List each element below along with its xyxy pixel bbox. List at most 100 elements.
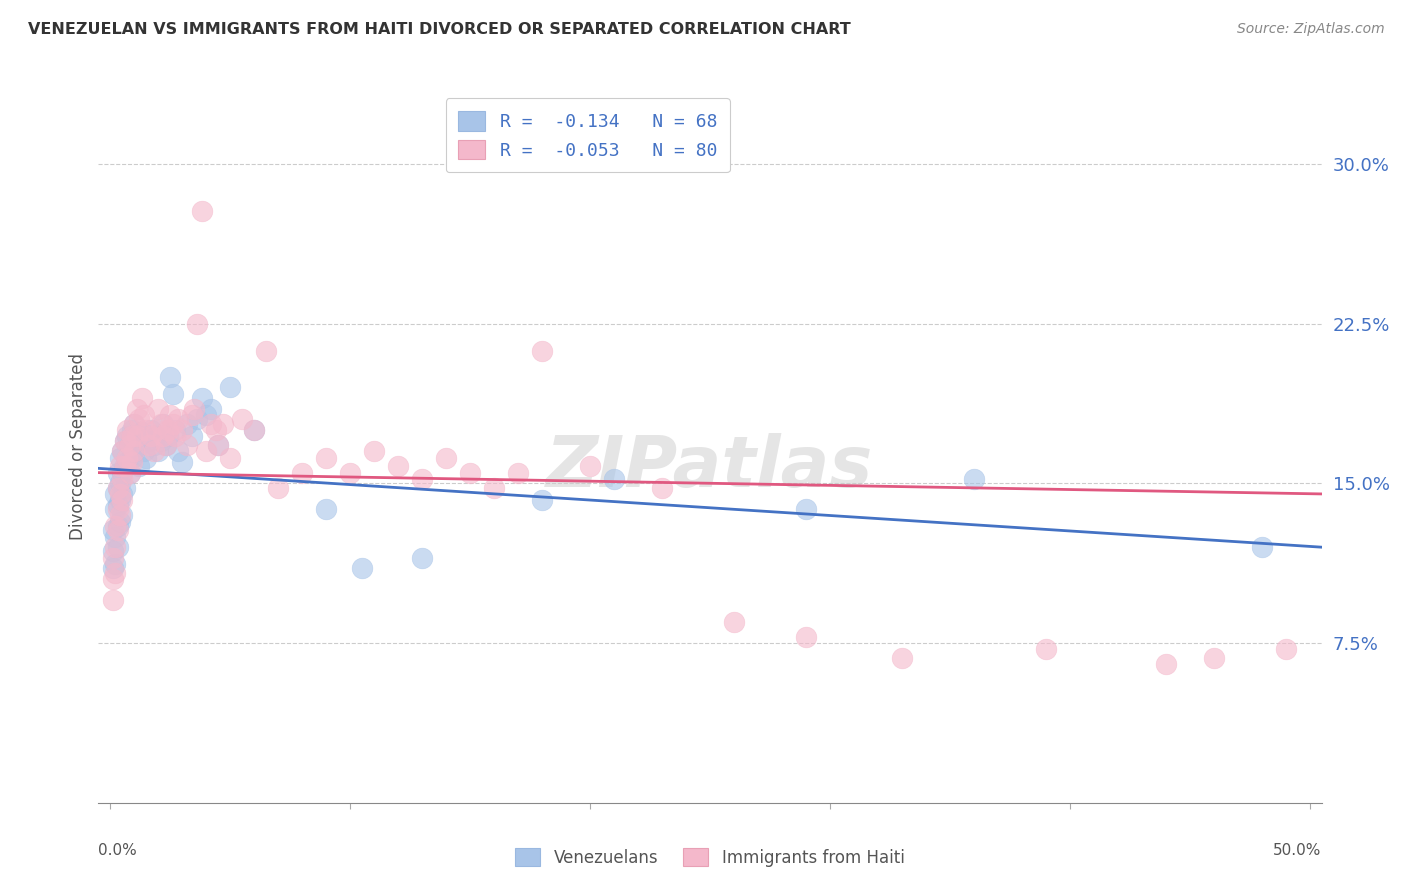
- Point: [104, 487, 127, 501]
- Point: [118, 438, 141, 452]
- Point: [104, 566, 127, 580]
- Point: [352, 561, 374, 575]
- Point: [149, 417, 172, 431]
- Point: [176, 417, 198, 431]
- Text: VENEZUELAN VS IMMIGRANTS FROM HAITI DIVORCED OR SEPARATED CORRELATION CHART: VENEZUELAN VS IMMIGRANTS FROM HAITI DIVO…: [28, 22, 851, 37]
- Point: [155, 438, 177, 452]
- Point: [101, 593, 124, 607]
- Point: [166, 412, 188, 426]
- Point: [111, 444, 134, 458]
- Point: [121, 455, 143, 469]
- Point: [131, 391, 153, 405]
- Point: [104, 519, 127, 533]
- Point: [118, 466, 141, 480]
- Point: [111, 487, 134, 501]
- Point: [181, 429, 204, 443]
- Point: [159, 369, 181, 384]
- Point: [107, 466, 129, 480]
- Point: [387, 459, 409, 474]
- Point: [115, 423, 138, 437]
- Point: [890, 651, 912, 665]
- Text: Source: ZipAtlas.com: Source: ZipAtlas.com: [1237, 22, 1385, 37]
- Point: [315, 450, 337, 465]
- Point: [181, 408, 204, 422]
- Point: [115, 455, 138, 469]
- Point: [124, 417, 146, 431]
- Point: [794, 630, 817, 644]
- Point: [108, 450, 131, 465]
- Point: [115, 450, 138, 465]
- Point: [165, 423, 187, 437]
- Point: [190, 203, 212, 218]
- Point: [531, 344, 554, 359]
- Point: [434, 450, 457, 465]
- Point: [1274, 642, 1296, 657]
- Point: [145, 423, 167, 437]
- Point: [142, 444, 165, 458]
- Point: [458, 466, 481, 480]
- Point: [111, 493, 134, 508]
- Point: [111, 472, 134, 486]
- Point: [963, 472, 986, 486]
- Point: [579, 459, 602, 474]
- Point: [111, 466, 134, 480]
- Point: [104, 529, 127, 543]
- Point: [411, 550, 433, 565]
- Point: [148, 444, 170, 458]
- Point: [124, 444, 146, 458]
- Point: [104, 558, 127, 572]
- Point: [149, 434, 172, 448]
- Point: [111, 508, 134, 523]
- Point: [107, 540, 129, 554]
- Point: [121, 429, 143, 443]
- Point: [107, 501, 129, 516]
- Point: [121, 423, 143, 437]
- Point: [108, 487, 131, 501]
- Point: [200, 401, 222, 416]
- Point: [243, 423, 266, 437]
- Point: [207, 438, 229, 452]
- Point: [118, 438, 141, 452]
- Point: [108, 515, 131, 529]
- Point: [1154, 657, 1177, 672]
- Point: [114, 459, 136, 474]
- Point: [794, 501, 817, 516]
- Point: [291, 466, 314, 480]
- Point: [125, 401, 148, 416]
- Point: [115, 429, 138, 443]
- Text: 50.0%: 50.0%: [1274, 843, 1322, 858]
- Point: [128, 412, 150, 426]
- Point: [114, 434, 136, 448]
- Point: [156, 423, 179, 437]
- Point: [121, 450, 143, 465]
- Point: [176, 438, 198, 452]
- Point: [200, 417, 222, 431]
- Point: [107, 481, 129, 495]
- Point: [114, 481, 136, 495]
- Point: [651, 481, 673, 495]
- Point: [135, 450, 157, 465]
- Point: [363, 444, 385, 458]
- Point: [231, 412, 253, 426]
- Point: [162, 386, 184, 401]
- Point: [138, 438, 160, 452]
- Point: [243, 423, 266, 437]
- Point: [128, 438, 150, 452]
- Point: [207, 438, 229, 452]
- Point: [603, 472, 626, 486]
- Point: [172, 423, 194, 437]
- Point: [142, 438, 165, 452]
- Point: [138, 434, 160, 448]
- Point: [219, 380, 242, 394]
- Point: [219, 450, 242, 465]
- Point: [124, 444, 146, 458]
- Point: [482, 481, 505, 495]
- Point: [111, 444, 134, 458]
- Point: [101, 523, 124, 537]
- Point: [183, 401, 205, 416]
- Point: [152, 417, 174, 431]
- Legend: Venezuelans, Immigrants from Haiti: Venezuelans, Immigrants from Haiti: [505, 838, 915, 877]
- Point: [107, 523, 129, 537]
- Text: ZIPatlas: ZIPatlas: [547, 433, 873, 502]
- Point: [411, 472, 433, 486]
